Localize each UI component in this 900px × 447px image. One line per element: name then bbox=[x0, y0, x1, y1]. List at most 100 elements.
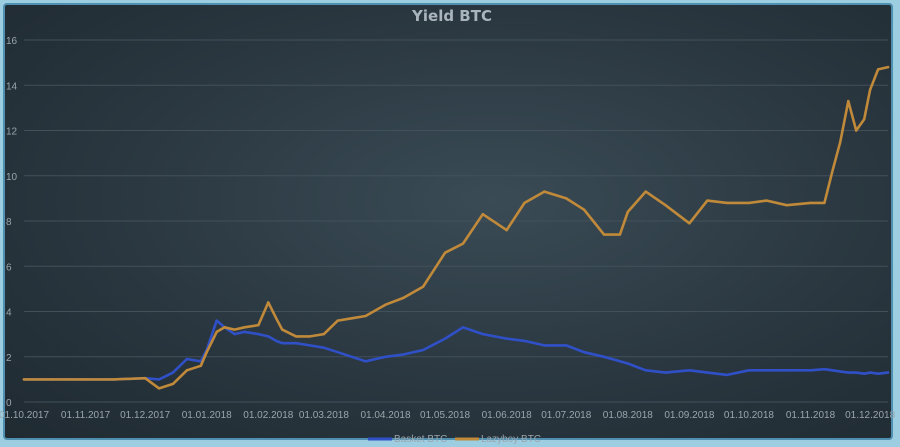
data-point bbox=[831, 369, 834, 372]
data-point bbox=[725, 373, 729, 377]
data-point bbox=[243, 330, 246, 334]
data-point bbox=[275, 339, 278, 343]
data-point bbox=[543, 344, 546, 347]
data-point bbox=[157, 387, 161, 390]
data-point bbox=[626, 362, 630, 365]
data-point bbox=[402, 296, 405, 300]
gridlines bbox=[24, 39, 888, 403]
data-point bbox=[215, 330, 218, 334]
y-axis-ticks: 0 2 4 6 8 10 12 14 16 bbox=[6, 36, 18, 409]
data-point bbox=[384, 355, 387, 358]
y-tick-label: 8 bbox=[6, 217, 12, 228]
data-point bbox=[267, 335, 270, 338]
data-point bbox=[839, 370, 842, 373]
x-tick-label: 01.10.2018 bbox=[724, 410, 774, 421]
data-point bbox=[765, 369, 769, 372]
x-tick-label: 01.11.2017 bbox=[61, 410, 111, 421]
x-tick-label: 01.02.2018 bbox=[243, 410, 293, 421]
data-point bbox=[886, 371, 890, 374]
data-point bbox=[322, 332, 326, 336]
data-point bbox=[157, 378, 161, 381]
data-point bbox=[267, 301, 270, 304]
x-axis-ticks: 01.10.2017 01.11.2017 01.12.2017 01.01.2018… bbox=[0, 410, 896, 421]
data-point bbox=[481, 332, 485, 336]
y-tick-label: 4 bbox=[6, 308, 12, 319]
data-point bbox=[294, 335, 298, 338]
data-point bbox=[868, 88, 872, 91]
data-point bbox=[215, 319, 218, 322]
legend-label-lazyboy: Lazyboy BTC bbox=[481, 434, 541, 445]
data-point bbox=[257, 323, 260, 327]
data-point bbox=[523, 201, 526, 205]
data-point bbox=[233, 332, 236, 336]
data-point bbox=[505, 337, 508, 340]
data-point bbox=[747, 369, 751, 372]
data-point bbox=[706, 371, 709, 374]
data-point bbox=[626, 210, 630, 214]
data-point bbox=[171, 382, 175, 386]
data-point bbox=[199, 364, 202, 367]
data-point bbox=[809, 369, 812, 372]
x-tick-label: 01.11.2018 bbox=[786, 410, 836, 421]
data-point bbox=[688, 369, 691, 372]
data-point bbox=[602, 233, 606, 236]
x-tick-label: 01.03.2018 bbox=[299, 410, 349, 421]
data-point bbox=[384, 303, 387, 306]
data-point bbox=[644, 190, 647, 193]
data-point bbox=[582, 351, 586, 354]
data-point bbox=[257, 332, 260, 336]
data-point bbox=[308, 344, 312, 347]
data-point bbox=[765, 199, 769, 202]
data-point bbox=[855, 129, 858, 132]
x-tick-label: 01.12.2017 bbox=[120, 410, 170, 421]
data-point bbox=[205, 351, 208, 354]
data-point bbox=[481, 213, 485, 216]
data-point bbox=[543, 190, 546, 193]
data-point bbox=[402, 353, 405, 356]
data-point bbox=[112, 378, 115, 381]
data-point bbox=[664, 371, 667, 374]
data-point bbox=[281, 328, 284, 331]
data-point bbox=[505, 228, 508, 232]
data-point bbox=[565, 344, 568, 347]
data-point bbox=[275, 317, 278, 320]
data-point bbox=[308, 335, 312, 338]
data-point bbox=[868, 371, 872, 374]
data-point bbox=[364, 314, 367, 318]
data-point bbox=[565, 197, 568, 200]
data-point bbox=[855, 371, 858, 374]
data-point bbox=[839, 140, 842, 144]
data-point bbox=[443, 337, 447, 340]
y-tick-label: 12 bbox=[6, 127, 18, 138]
series-line-basket-btc bbox=[22, 319, 890, 381]
data-point bbox=[847, 99, 850, 103]
data-point bbox=[185, 357, 189, 361]
data-point bbox=[725, 201, 729, 205]
x-tick-label: 01.12.2018 bbox=[845, 410, 895, 421]
x-tick-label: 01.06.2018 bbox=[482, 410, 532, 421]
series-line-lazyboy-btc bbox=[22, 65, 890, 390]
data-point bbox=[876, 68, 880, 71]
data-point bbox=[350, 317, 353, 320]
y-tick-label: 10 bbox=[6, 172, 18, 183]
data-point bbox=[523, 339, 526, 343]
data-point bbox=[443, 251, 447, 254]
data-point bbox=[847, 371, 850, 374]
data-point bbox=[582, 208, 586, 211]
y-tick-label: 14 bbox=[6, 81, 18, 92]
y-tick-label: 0 bbox=[6, 398, 12, 409]
data-point bbox=[50, 378, 54, 381]
data-point bbox=[171, 371, 175, 374]
data-point bbox=[644, 369, 647, 372]
y-tick-label: 16 bbox=[6, 36, 18, 47]
legend-label-basket: Basket BTC bbox=[394, 434, 447, 445]
data-point bbox=[664, 203, 667, 207]
data-point bbox=[785, 369, 788, 372]
data-point bbox=[876, 372, 880, 375]
data-point bbox=[281, 341, 284, 345]
x-tick-label: 01.04.2018 bbox=[360, 410, 410, 421]
data-point bbox=[862, 372, 866, 375]
data-point bbox=[809, 201, 812, 205]
data-point bbox=[185, 369, 189, 372]
